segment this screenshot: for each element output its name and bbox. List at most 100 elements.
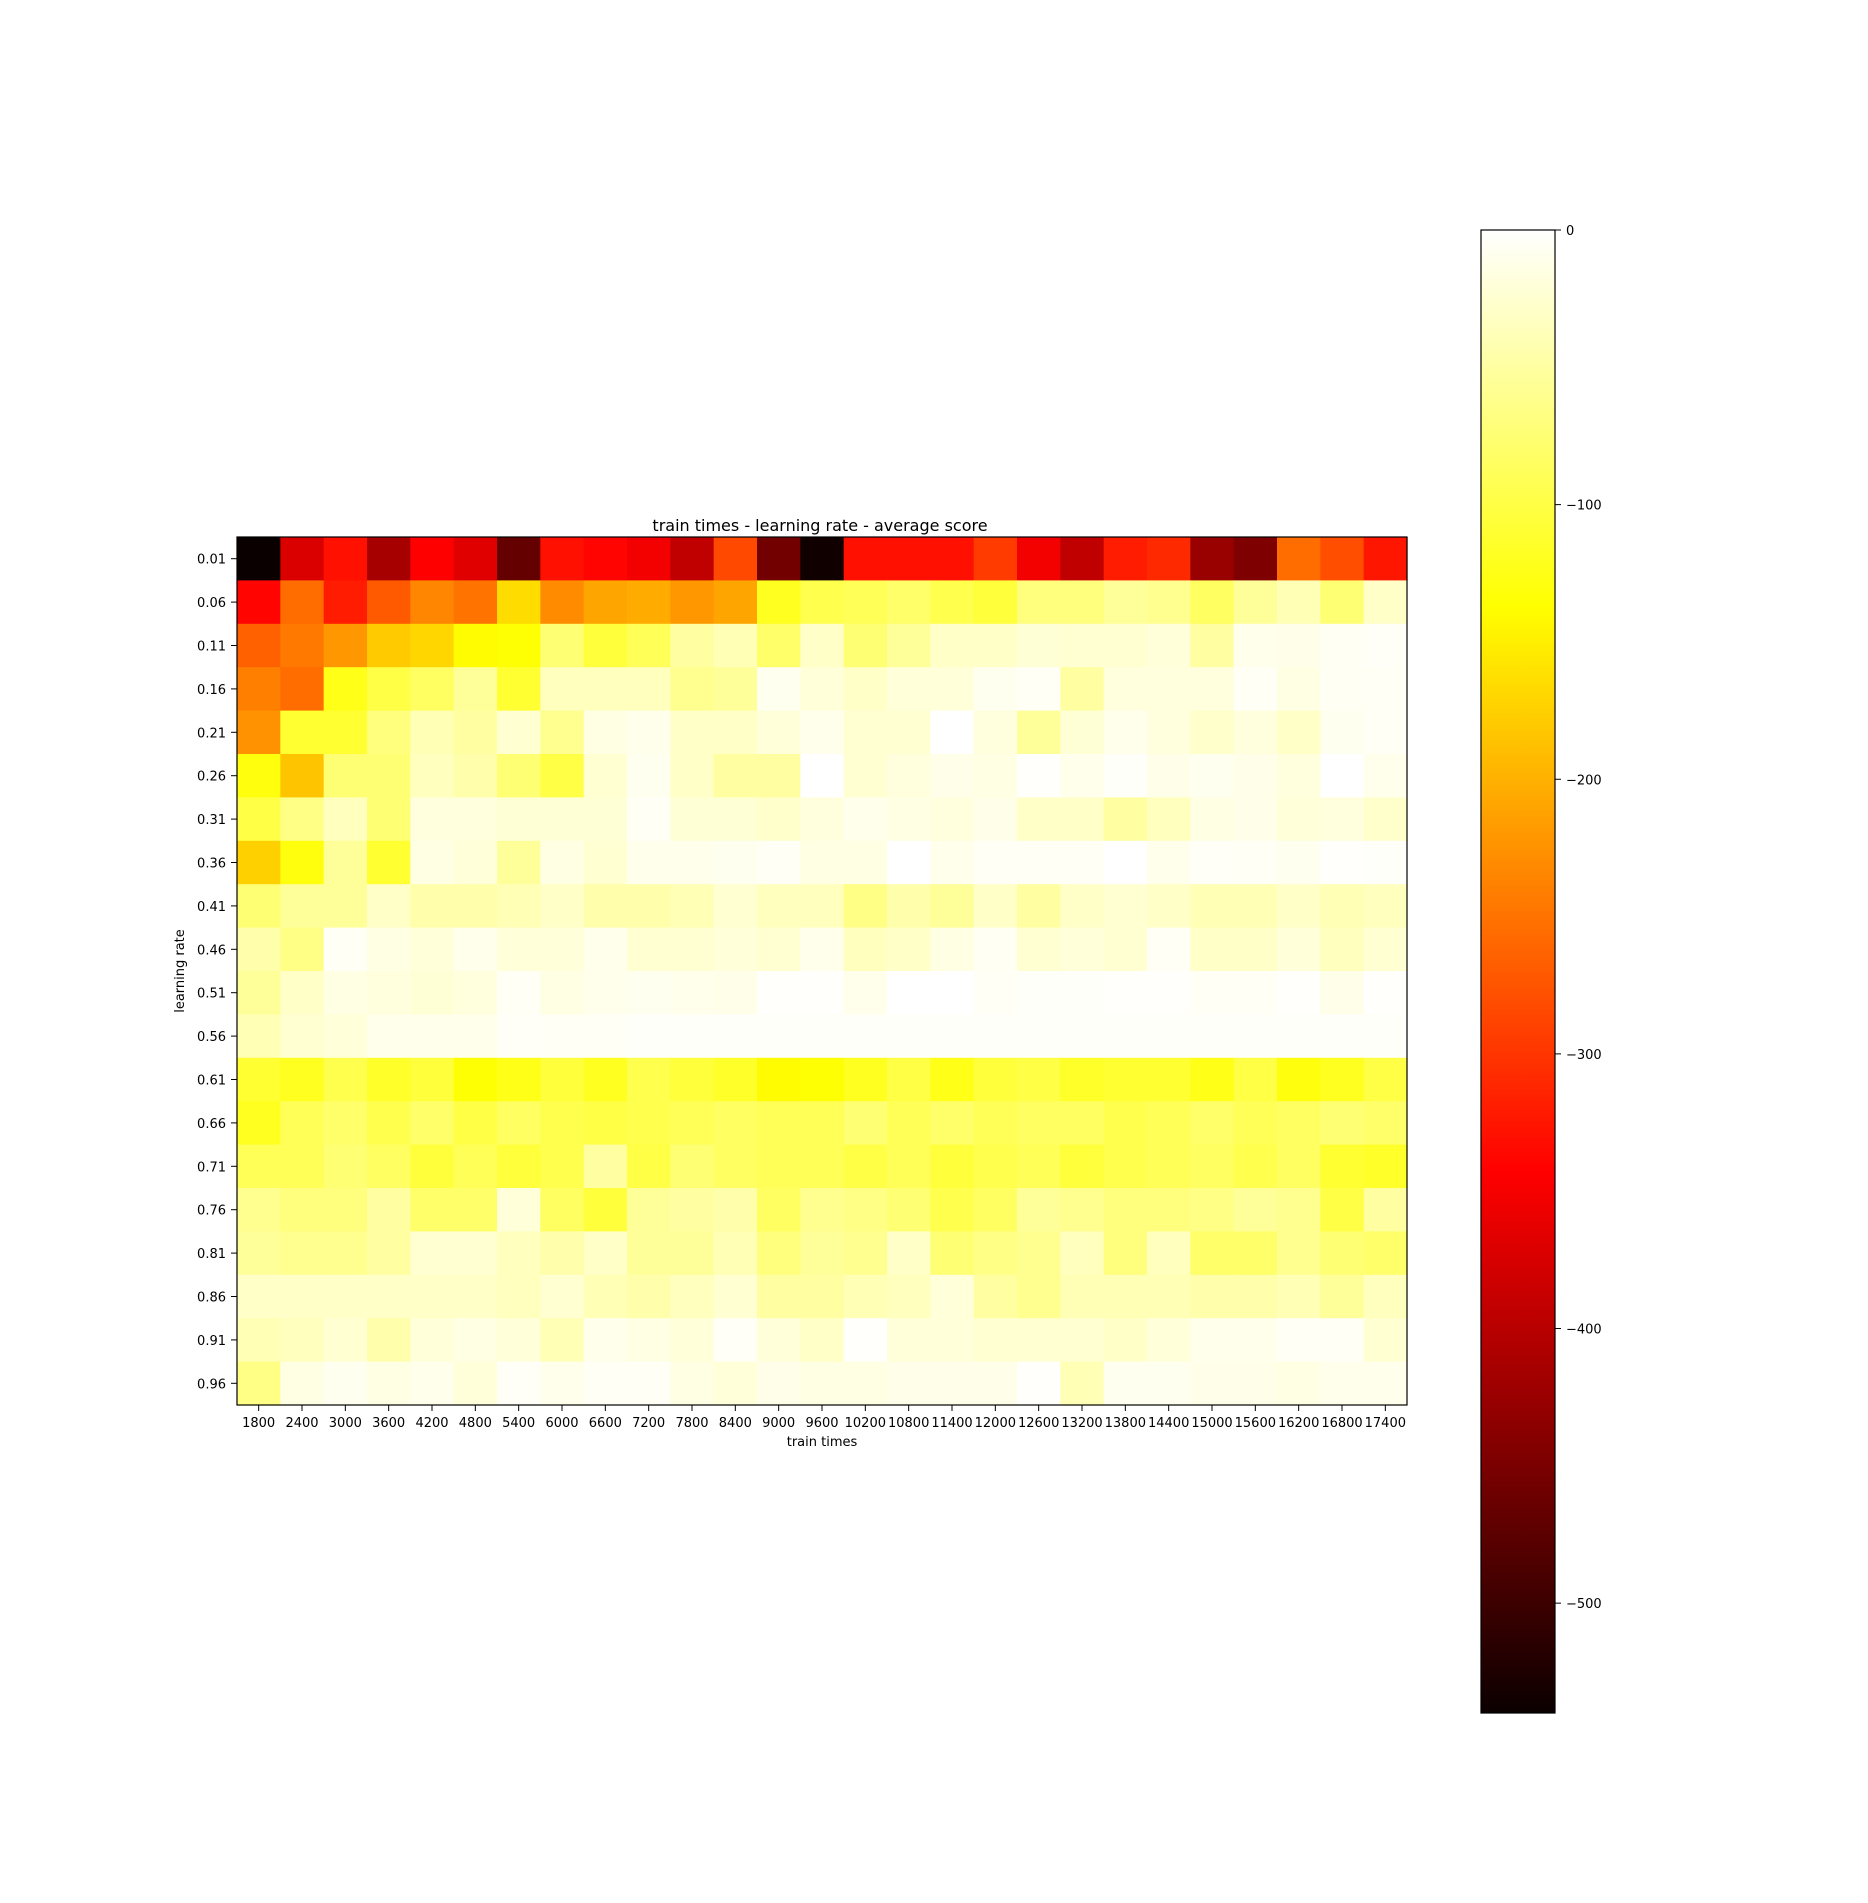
heatmap-cell [583, 1057, 628, 1102]
colorbar-tick-label: −400 [1566, 1323, 1602, 1338]
heatmap-cell [237, 1361, 281, 1406]
heatmap-cell [453, 1014, 498, 1059]
heatmap-cell [583, 623, 628, 668]
heatmap-cell [1103, 710, 1148, 755]
heatmap-cell [1190, 927, 1235, 972]
heatmap-cell [237, 884, 281, 929]
x-tick-label: 14400 [1148, 1416, 1189, 1431]
colorbar-tick-label: −500 [1566, 1597, 1602, 1612]
heatmap-cell [1233, 710, 1278, 755]
heatmap-cell [410, 710, 455, 755]
heatmap-cell [627, 1361, 671, 1406]
heatmap-cell [973, 1318, 1018, 1363]
heatmap-cell [713, 667, 758, 712]
heatmap-cell [757, 1231, 801, 1276]
heatmap-cell [670, 754, 715, 798]
heatmap-cell [583, 537, 628, 581]
heatmap-cell [1190, 971, 1235, 1015]
heatmap-cell [280, 840, 325, 885]
heatmap-cell [1320, 537, 1365, 581]
heatmap-cell [887, 1361, 931, 1406]
heatmap-cell [1320, 1057, 1365, 1102]
heatmap-cell [670, 971, 715, 1015]
heatmap-cell [323, 623, 368, 668]
heatmap-cell [237, 927, 281, 972]
heatmap-cell [323, 884, 368, 929]
heatmap-cell [583, 1188, 628, 1232]
heatmap-cell [540, 1101, 585, 1146]
heatmap-cell [713, 537, 758, 581]
heatmap-cell [1017, 1361, 1061, 1406]
heatmap-cell [1320, 927, 1365, 972]
heatmap-cell [670, 580, 715, 625]
heatmap-cell [1233, 797, 1278, 842]
heatmap-cell [583, 1361, 628, 1406]
heatmap-cell [757, 710, 801, 755]
heatmap-cell [540, 927, 585, 972]
x-tick-label: 9600 [805, 1416, 838, 1431]
x-tick-label: 13200 [1061, 1416, 1102, 1431]
heatmap-cell [323, 710, 368, 755]
heatmap-cell [973, 1231, 1018, 1276]
heatmap-cell [497, 1231, 541, 1276]
heatmap-cell [843, 580, 888, 625]
heatmap-cell [627, 927, 671, 972]
heatmap-cell [887, 1101, 931, 1146]
y-tick-label: 0.01 [197, 553, 226, 568]
heatmap-cell [887, 1274, 931, 1319]
heatmap-cell [323, 1231, 368, 1276]
heatmap-cell [280, 623, 325, 668]
heatmap-cell [1147, 710, 1191, 755]
y-tick-label: 0.86 [197, 1291, 226, 1306]
colorbar-tick-label: 0 [1566, 224, 1574, 239]
heatmap-cell [410, 1274, 455, 1319]
heatmap-cell [1320, 623, 1365, 668]
heatmap-cell [1277, 797, 1321, 842]
heatmap-cell [843, 971, 888, 1015]
heatmap-cell [1103, 840, 1148, 885]
heatmap-cell [1363, 754, 1408, 798]
heatmap-cell [713, 884, 758, 929]
x-tick-label: 6000 [545, 1416, 578, 1431]
heatmap-cell [670, 884, 715, 929]
x-axis-label: train times [787, 1435, 858, 1450]
heatmap-cell [930, 797, 975, 842]
heatmap-cell [887, 1057, 931, 1102]
heatmap-cell [713, 797, 758, 842]
heatmap-cell [843, 710, 888, 755]
heatmap-cell [1017, 1318, 1061, 1363]
heatmap-cell [453, 884, 498, 929]
x-tick-label: 11400 [931, 1416, 972, 1431]
heatmap-cell [1060, 754, 1105, 798]
heatmap-cell [930, 840, 975, 885]
heatmap-cell [930, 971, 975, 1015]
y-tick-label: 0.06 [197, 596, 226, 611]
heatmap-cell [540, 580, 585, 625]
heatmap-cell [973, 710, 1018, 755]
heatmap-cell [1017, 710, 1061, 755]
y-tick-label: 0.81 [197, 1247, 226, 1262]
heatmap-cell [1190, 1274, 1235, 1319]
heatmap-cell [1320, 840, 1365, 885]
heatmap-cell [713, 1188, 758, 1232]
heatmap-cell [757, 1057, 801, 1102]
heatmap-cell [973, 1144, 1018, 1189]
heatmap-cell [237, 667, 281, 712]
heatmap-cell [973, 537, 1018, 581]
x-tick-label: 17400 [1365, 1416, 1406, 1431]
heatmap-cell [627, 623, 671, 668]
heatmap-cell [843, 1231, 888, 1276]
heatmap-cell [1017, 1188, 1061, 1232]
heatmap-cell [930, 1014, 975, 1059]
heatmap-cell [713, 580, 758, 625]
heatmap-cell [1147, 1101, 1191, 1146]
heatmap-cell [1190, 1231, 1235, 1276]
heatmap-cell [453, 1318, 498, 1363]
heatmap-cell [410, 797, 455, 842]
y-tick-label: 0.66 [197, 1117, 226, 1132]
heatmap-cell [280, 797, 325, 842]
heatmap-cell [713, 710, 758, 755]
heatmap-cell [280, 971, 325, 1015]
heatmap-cell [1103, 1188, 1148, 1232]
heatmap-cell [713, 1274, 758, 1319]
